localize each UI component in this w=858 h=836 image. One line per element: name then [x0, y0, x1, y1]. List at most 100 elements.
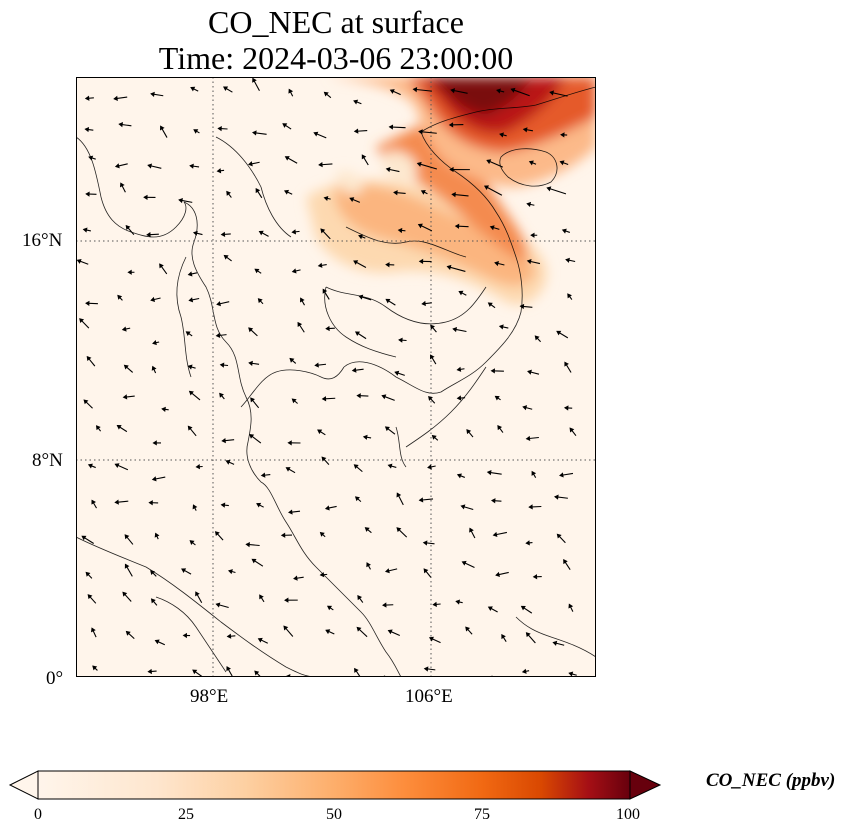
- wind-vector-head: [487, 302, 493, 308]
- colorbar-gradient: [37, 770, 631, 800]
- wind-vector-head: [220, 502, 226, 508]
- wind-vector-head: [248, 360, 253, 366]
- wind-vector-head: [114, 463, 120, 468]
- wind-vector-head: [257, 637, 263, 643]
- plot-title: CO_NEC at surface: [208, 4, 464, 40]
- wind-vector-head: [114, 163, 120, 169]
- wind-vector-head: [385, 262, 390, 268]
- wind-vector-head: [223, 254, 229, 260]
- wind-vector-head: [569, 427, 575, 433]
- wind-vector-head: [226, 190, 231, 196]
- wind-vector-head: [245, 542, 250, 548]
- wind-vector-head: [422, 540, 428, 546]
- wind-vector-head: [528, 504, 533, 510]
- wind-vector-head: [148, 500, 153, 506]
- wind-vector-head: [319, 572, 325, 578]
- wind-vector-head: [385, 298, 391, 304]
- wind-vector-head: [418, 497, 424, 503]
- wind-vector-head: [321, 456, 327, 462]
- wind-vector-head: [563, 558, 568, 565]
- wind-vector-head: [85, 300, 90, 306]
- wind-vector-head: [254, 268, 260, 274]
- wind-vector-head: [195, 464, 200, 470]
- wind-vector-head: [460, 504, 466, 510]
- wind-vector-head: [291, 229, 297, 235]
- y-tick-0: 0°: [46, 668, 64, 689]
- wind-vector-head: [319, 531, 325, 537]
- wind-vector-head: [84, 95, 90, 101]
- wind-vector-head: [250, 397, 255, 403]
- wind-vector-head: [384, 426, 390, 432]
- wind-vector-head: [221, 437, 226, 444]
- wind-vector-head: [534, 335, 540, 341]
- wind-vector-head: [215, 332, 221, 338]
- wind-vector-head: [560, 132, 565, 138]
- wind-vector-head: [366, 562, 371, 568]
- wind-vector-head: [381, 394, 387, 400]
- wind-vector-head: [317, 262, 323, 268]
- wind-vector-head: [527, 369, 532, 375]
- wind-vector-head: [486, 159, 492, 165]
- wind-vector-head: [118, 122, 124, 128]
- wind-vector-head: [147, 668, 152, 675]
- wind-vector-head: [325, 325, 330, 332]
- coastlines: [76, 86, 596, 677]
- wind-vector-head: [226, 666, 231, 672]
- wind-vector-head: [353, 99, 359, 105]
- wind-vector-head: [123, 364, 129, 370]
- wind-vector-head: [95, 425, 101, 431]
- wind-vector-head: [152, 340, 157, 346]
- wind-vector-head: [483, 185, 490, 191]
- wind-vector-head: [192, 669, 198, 675]
- wind-vector-head: [531, 470, 537, 476]
- wind-vector-head: [361, 154, 367, 160]
- wind-vector-head: [495, 571, 500, 578]
- wind-vector-head: [313, 131, 319, 137]
- wind-vector-head: [417, 223, 423, 229]
- wind-vector-head: [456, 473, 462, 479]
- wind-vector-head: [448, 122, 454, 128]
- wind-vector-head: [216, 301, 221, 307]
- wind-vector-head: [416, 161, 422, 167]
- wind-vector-head: [498, 324, 504, 330]
- wind-vector-head: [558, 472, 564, 478]
- wind-vector-head: [398, 337, 403, 343]
- wind-vector-head: [143, 194, 148, 200]
- wind-vector-head: [215, 602, 221, 608]
- wind-vector-head: [469, 527, 474, 533]
- wind-vector-head: [353, 128, 359, 134]
- wind-vector-head: [489, 225, 495, 231]
- colorbar: [8, 770, 662, 800]
- wind-vector-head: [283, 189, 290, 195]
- wind-vector-head: [91, 627, 96, 633]
- wind-vector-head: [150, 296, 156, 303]
- wind-vector-head: [283, 625, 289, 631]
- wind-vector-head: [321, 396, 327, 402]
- wind-vector-head: [465, 626, 471, 632]
- wind-vector-head: [351, 367, 357, 373]
- wind-vector-head: [454, 223, 460, 229]
- wind-vector-head: [124, 563, 130, 569]
- wind-vector-head: [353, 260, 359, 265]
- wind-vector-head: [423, 568, 429, 574]
- wind-vector-head: [494, 260, 499, 267]
- wind-vector-head: [160, 125, 165, 131]
- wind-vector-head: [216, 168, 222, 174]
- wind-vector-head: [452, 326, 458, 333]
- wind-vector-head: [227, 569, 233, 575]
- wind-vector-head: [219, 362, 225, 368]
- wind-vector-head: [530, 232, 535, 238]
- wind-vector-head: [125, 224, 131, 231]
- wind-vector-head: [431, 434, 437, 440]
- wind-vector-head: [85, 571, 91, 577]
- wind-vector-head: [146, 232, 151, 238]
- wind-vector-head: [526, 201, 532, 208]
- wind-vector-head: [122, 591, 128, 597]
- wind-vector-head: [252, 130, 257, 136]
- wind-vector-head: [291, 268, 297, 274]
- wind-vector-head: [291, 398, 297, 404]
- wind-vector-head: [325, 629, 331, 635]
- wind-vector-head: [193, 129, 199, 134]
- map-panel: [76, 77, 596, 677]
- wind-vector-head: [451, 192, 456, 198]
